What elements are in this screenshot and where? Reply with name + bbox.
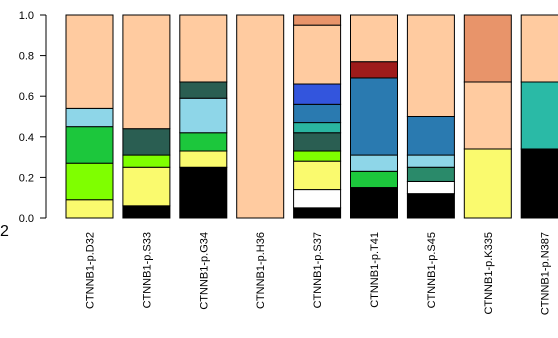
bar-6-segment-4 xyxy=(350,77,398,156)
bar-2-segment-2 xyxy=(122,166,171,207)
bar-6-segment-2 xyxy=(350,170,398,189)
bar-8 xyxy=(463,14,512,219)
bar-4-segment-1 xyxy=(236,14,285,219)
bar-6-segment-5 xyxy=(350,61,398,79)
bar-7 xyxy=(406,14,455,219)
bar-8-segment-1 xyxy=(463,148,512,219)
bar-4 xyxy=(236,14,285,219)
bar-6 xyxy=(350,14,398,219)
bar-5 xyxy=(293,14,342,219)
y-tick-label: 1.0 xyxy=(19,10,34,22)
bar-7-segment-1 xyxy=(406,193,455,219)
y-axis: 0.0 0.2 0.4 0.6 0.8 1.0 xyxy=(19,10,47,225)
bar-3-segment-6 xyxy=(179,14,228,83)
bar-9-segment-3 xyxy=(520,14,558,83)
bar-1-segment-3 xyxy=(65,126,114,164)
x-tick-label: CTNNB1-p.T41 xyxy=(369,232,381,308)
x-tick-label: CTNNB1-p.S45 xyxy=(426,232,438,308)
bar-1-segment-1 xyxy=(65,199,114,219)
x-tick-label: CTNNB1-p.H36 xyxy=(255,232,267,309)
bar-2-segment-1 xyxy=(122,205,171,219)
stray-label: 2 xyxy=(0,223,9,240)
bar-7-segment-2 xyxy=(406,180,455,195)
x-tick-label: CTNNB1-p.N387 xyxy=(540,232,552,315)
bar-5-segment-3 xyxy=(293,160,342,191)
bar-1-segment-2 xyxy=(65,162,114,201)
bar-5-segment-1 xyxy=(293,207,342,219)
bar-7-segment-4 xyxy=(406,154,455,168)
bar-7-segment-5 xyxy=(406,116,455,156)
bar-9-segment-2 xyxy=(520,81,558,150)
y-tick-label: 0.8 xyxy=(19,51,34,63)
bar-6-segment-3 xyxy=(350,154,398,172)
bar-1 xyxy=(65,14,114,219)
bar-1-segment-5 xyxy=(65,14,114,109)
bar-2-segment-5 xyxy=(122,14,171,130)
bar-3-segment-3 xyxy=(179,132,228,152)
bar-5-segment-5 xyxy=(293,132,342,152)
bar-2-segment-3 xyxy=(122,154,171,168)
bar-2-segment-4 xyxy=(122,128,171,156)
x-axis-labels: CTNNB1-p.D32 CTNNB1-p.S33 CTNNB1-p.G34 CTNN… xyxy=(85,232,552,315)
bar-6-segment-1 xyxy=(350,187,398,219)
bar-2 xyxy=(122,14,171,219)
bar-7-segment-3 xyxy=(406,166,455,182)
bar-5-segment-8 xyxy=(293,83,342,105)
bar-5-segment-9 xyxy=(293,24,342,85)
y-tick-label: 0.0 xyxy=(19,213,34,225)
x-tick-label: CTNNB1-p.K335 xyxy=(483,232,495,315)
y-tick-label: 0.2 xyxy=(19,172,34,184)
bar-3-segment-5 xyxy=(179,81,228,99)
bar-7-segment-6 xyxy=(406,14,455,117)
bar-8-segment-3 xyxy=(463,14,512,83)
x-tick-label: CTNNB1-p.S33 xyxy=(141,232,153,308)
x-tick-label: CTNNB1-p.S37 xyxy=(312,232,324,308)
bar-6-segment-6 xyxy=(350,14,398,63)
bar-8-segment-2 xyxy=(463,81,512,150)
bar-5-segment-10 xyxy=(293,14,342,26)
bar-3-segment-2 xyxy=(179,150,228,168)
bar-1-segment-4 xyxy=(65,107,114,128)
x-tick-label: CTNNB1-p.D32 xyxy=(85,232,97,309)
bar-3-segment-4 xyxy=(179,97,228,134)
y-tick-label: 0.4 xyxy=(19,132,34,144)
bar-5-segment-2 xyxy=(293,189,342,209)
bars-layer xyxy=(65,14,558,219)
bar-5-segment-6 xyxy=(293,122,342,134)
bar-5-segment-4 xyxy=(293,150,342,162)
x-tick-label: CTNNB1-p.G34 xyxy=(198,232,210,310)
y-tick-label: 0.6 xyxy=(19,91,34,103)
bar-5-segment-7 xyxy=(293,103,342,124)
bar-9 xyxy=(520,14,558,219)
bar-3-segment-1 xyxy=(179,166,228,219)
bar-9-segment-1 xyxy=(520,148,558,219)
bar-3 xyxy=(179,14,228,219)
